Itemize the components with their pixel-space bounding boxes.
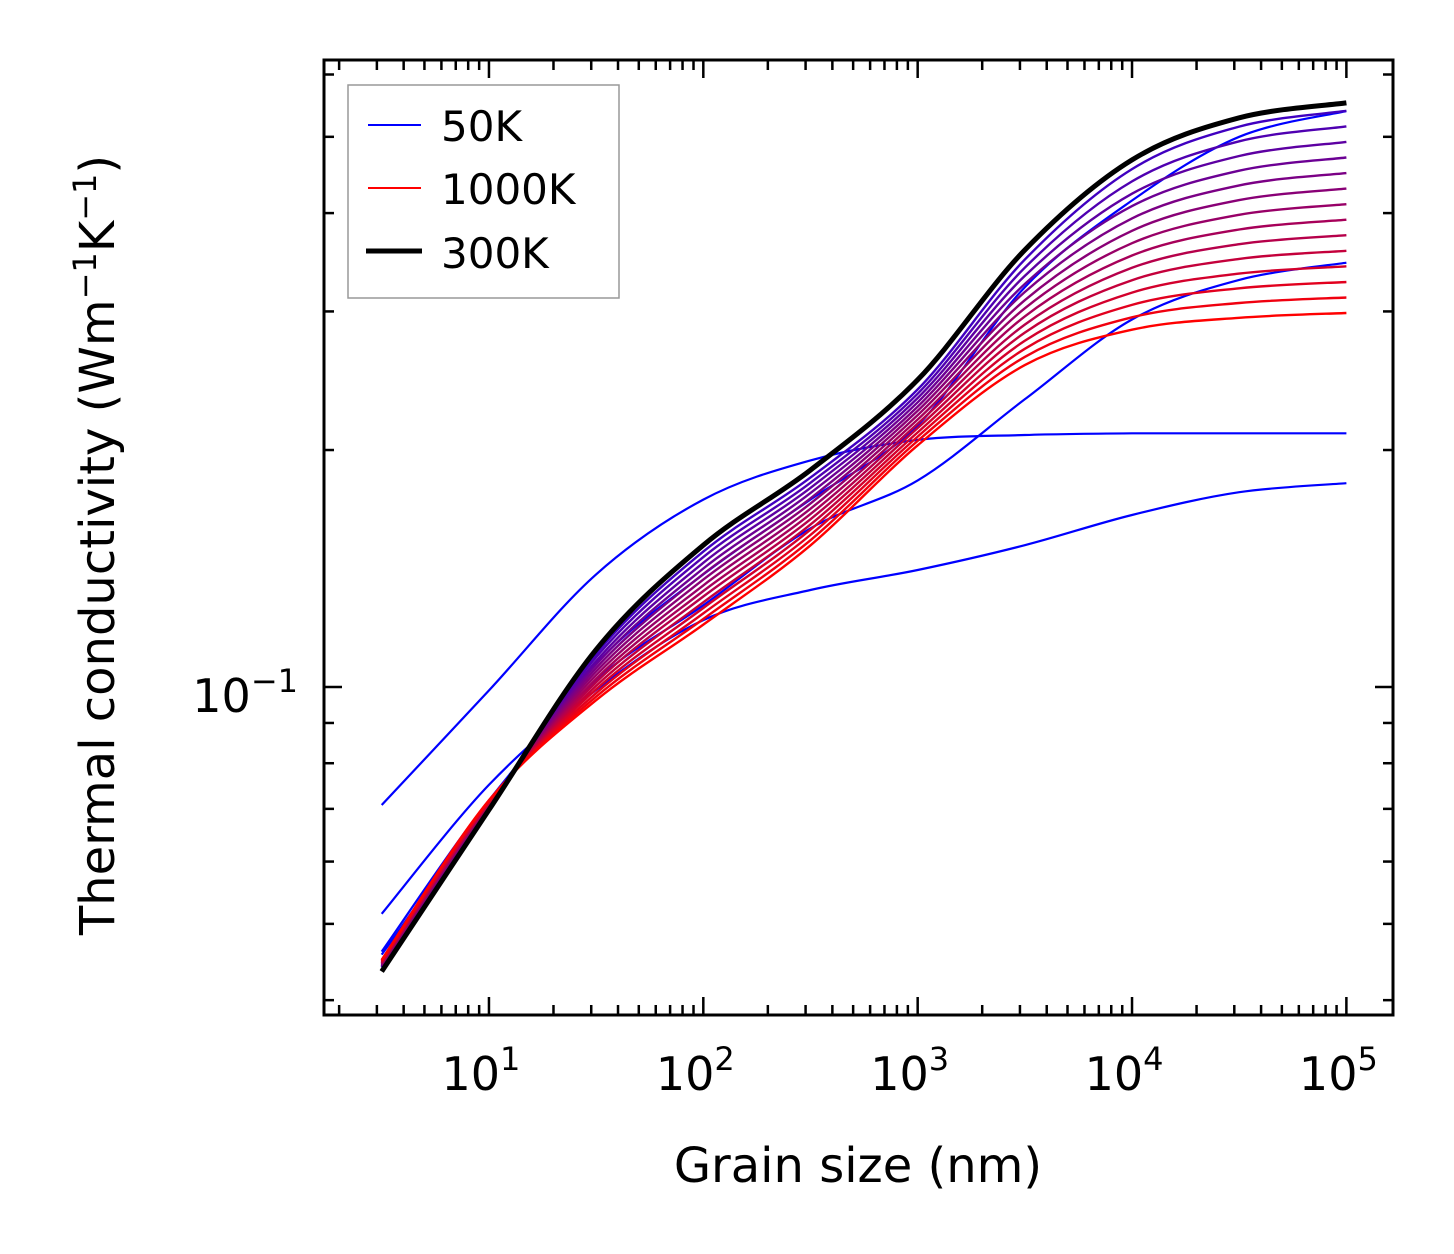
x-axis-label: Grain size (nm) (674, 1138, 1042, 1194)
legend: 50K 1000K 300K (347, 84, 620, 299)
legend-label-300k: 300K (441, 229, 550, 278)
ticks-layer (324, 60, 1393, 1015)
x-tick-label: 103 (870, 1040, 949, 1101)
series-gradient-9 (380, 249, 1347, 963)
x-tick-label: 102 (656, 1040, 735, 1101)
series-layer (379, 100, 1347, 973)
legend-label-50k: 50K (441, 102, 523, 151)
series-gradient-7 (380, 218, 1347, 964)
series-gradient-10 (380, 265, 1347, 963)
series-gradient-5 (380, 187, 1347, 966)
x-tick-base: 10 (870, 1047, 929, 1101)
y-axis-label-sup2: −1 (66, 174, 104, 221)
y-axis-label-sup1: −1 (66, 252, 104, 299)
legend-box (347, 84, 620, 299)
x-tick-base: 10 (656, 1047, 715, 1101)
x-tick-labels: 101 102 103 104 105 (442, 1040, 1378, 1101)
y-axis-label-base: Thermal conductivity (Wm (70, 299, 126, 936)
x-tick-exp: 3 (929, 1040, 949, 1078)
y-tick-exp: −1 (251, 662, 298, 700)
x-tick-base: 10 (1299, 1047, 1358, 1101)
series-gradient-11 (380, 280, 1347, 962)
series-gradient-13 (380, 311, 1347, 961)
x-tick-base: 10 (1085, 1047, 1144, 1101)
y-axis-label: Thermal conductivity (Wm−1K−1) (66, 155, 126, 936)
x-tick-exp: 5 (1357, 1040, 1377, 1078)
legend-label-1000k: 1000K (441, 165, 577, 214)
y-tick-label: 10−1 (192, 662, 298, 723)
series-blue-0 (380, 432, 1347, 806)
x-tick-label: 101 (442, 1040, 521, 1101)
series-300k (379, 100, 1347, 973)
y-axis-label-mid: K (70, 219, 126, 252)
x-tick-exp: 4 (1143, 1040, 1163, 1078)
plot-frame (322, 58, 1395, 1017)
series-gradient-12 (380, 296, 1347, 961)
x-tick-label: 105 (1299, 1040, 1378, 1101)
x-tick-label: 104 (1085, 1040, 1164, 1101)
series-gradient-6 (380, 203, 1347, 965)
series-blue-2 (380, 261, 1347, 953)
x-tick-base: 10 (442, 1047, 501, 1101)
series-blue-1 (380, 482, 1347, 915)
y-tick-labels: 10−1 (192, 662, 298, 723)
series-gradient-8 (380, 234, 1347, 964)
y-tick-base: 10 (192, 669, 251, 723)
x-tick-exp: 2 (714, 1040, 734, 1078)
y-axis-label-end: ) (70, 155, 126, 174)
x-tick-exp: 1 (500, 1040, 520, 1078)
